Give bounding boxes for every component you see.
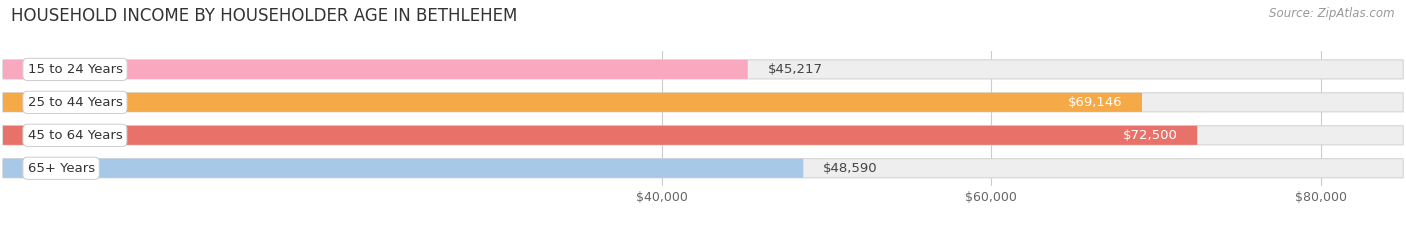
FancyBboxPatch shape: [3, 60, 748, 79]
FancyBboxPatch shape: [3, 60, 1403, 79]
Text: 25 to 44 Years: 25 to 44 Years: [28, 96, 122, 109]
Text: $69,146: $69,146: [1067, 96, 1122, 109]
FancyBboxPatch shape: [3, 159, 1403, 178]
FancyBboxPatch shape: [3, 93, 1142, 112]
FancyBboxPatch shape: [3, 126, 1403, 145]
FancyBboxPatch shape: [3, 93, 1403, 112]
FancyBboxPatch shape: [3, 159, 803, 178]
Text: 45 to 64 Years: 45 to 64 Years: [28, 129, 122, 142]
Text: Source: ZipAtlas.com: Source: ZipAtlas.com: [1270, 7, 1395, 20]
Text: $45,217: $45,217: [768, 63, 823, 76]
Text: $72,500: $72,500: [1122, 129, 1177, 142]
Text: $48,590: $48,590: [823, 162, 877, 175]
Text: HOUSEHOLD INCOME BY HOUSEHOLDER AGE IN BETHLEHEM: HOUSEHOLD INCOME BY HOUSEHOLDER AGE IN B…: [11, 7, 517, 25]
FancyBboxPatch shape: [3, 126, 1198, 145]
Text: 15 to 24 Years: 15 to 24 Years: [28, 63, 122, 76]
Text: 65+ Years: 65+ Years: [28, 162, 94, 175]
